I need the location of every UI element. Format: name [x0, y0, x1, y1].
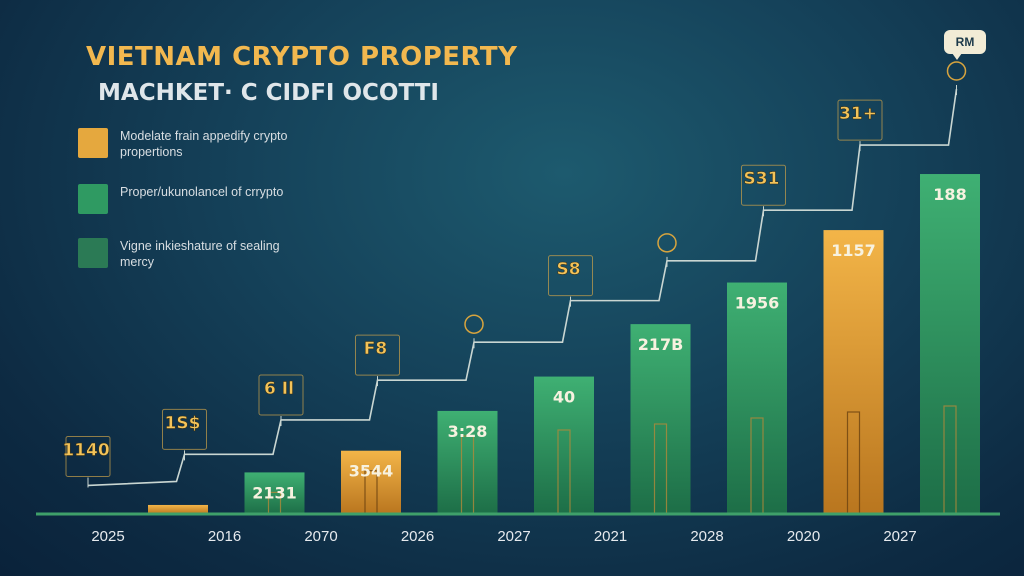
- bar-value-label: 1157: [831, 241, 876, 260]
- lotus-icon: [657, 233, 677, 253]
- bar-2021: [630, 324, 691, 514]
- point-value-label: F8: [364, 339, 387, 359]
- bar-2025: [148, 504, 208, 514]
- legend-label: Proper/ukunolancel of crrypto: [120, 185, 284, 199]
- point-label-frame: [355, 334, 400, 376]
- point-value-label: 1S$: [165, 413, 201, 433]
- point-label-frame: [548, 255, 593, 297]
- legend-item: Vigne inkieshature of sealing mercy: [78, 238, 298, 270]
- speech-bubble-badge: RM: [944, 30, 986, 60]
- x-tick-label: 2027: [883, 528, 916, 545]
- point-value-label: 6 Il: [264, 379, 294, 399]
- x-tick-label: 2020: [787, 528, 820, 545]
- x-tick-label: 2021: [594, 528, 627, 545]
- point-label-frame: [162, 408, 207, 450]
- bar-2016: [244, 472, 305, 514]
- bar-2020: [823, 230, 884, 514]
- x-tick-label: 2026: [401, 528, 434, 545]
- point-value-label: 31+: [839, 104, 877, 124]
- point-value-label: 1140: [62, 440, 109, 460]
- bar-value-label: 3544: [349, 462, 394, 481]
- point-value-label: S8: [556, 260, 580, 280]
- x-tick-label: 2025: [91, 528, 124, 545]
- x-tick-label: 2027: [497, 528, 530, 545]
- lotus-icon: [464, 314, 484, 334]
- bar-2070: [341, 450, 401, 514]
- legend-label: Modelate frain appedify crypto propertio…: [120, 129, 288, 159]
- bar-value-label: 40: [553, 388, 575, 407]
- trend-line: [87, 88, 958, 487]
- bar-value-label: 188: [933, 185, 966, 204]
- legend-swatch-gold: [78, 128, 108, 158]
- chart-title: VIETNAM CRYPTO PROPERTY: [86, 42, 518, 72]
- point-label-frame: [741, 164, 786, 206]
- point-label-frame: [258, 374, 304, 416]
- chart-subtitle: MACHKET· C CIDFI OCOTTI: [98, 80, 439, 106]
- legend-swatch-teal: [78, 238, 108, 268]
- x-tick-label: 2028: [690, 528, 723, 545]
- bar-2026: [437, 410, 498, 514]
- bar-value-label: 1956: [735, 294, 780, 313]
- point-value-label: S31: [744, 169, 780, 189]
- bar-2028: [727, 282, 787, 514]
- x-tick-label: 2016: [208, 528, 241, 545]
- legend: Modelate frain appedify crypto propertio…: [78, 128, 298, 294]
- legend-item: Modelate frain appedify crypto propertio…: [78, 128, 298, 160]
- point-label-frame: [65, 435, 111, 477]
- legend-label: Vigne inkieshature of sealing mercy: [120, 239, 280, 269]
- bar-2027: [920, 174, 980, 515]
- lotus-icon: [946, 61, 967, 81]
- x-tick-label: 2070: [304, 528, 337, 545]
- bar-2027: [534, 376, 594, 514]
- bar-value-label: 2131: [252, 483, 297, 502]
- bar-value-label: 217B: [638, 335, 684, 354]
- point-label-frame: [837, 99, 883, 141]
- legend-item: Proper/ukunolancel of crrypto: [78, 184, 298, 214]
- legend-swatch-green: [78, 184, 108, 214]
- bar-value-label: 3:28: [448, 422, 488, 441]
